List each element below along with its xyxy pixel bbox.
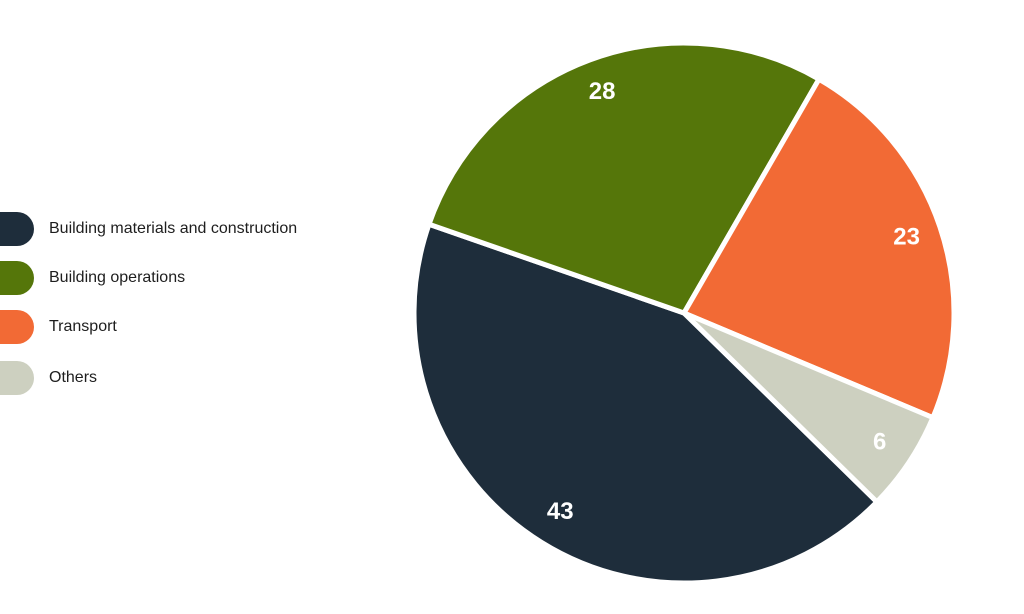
legend-swatch <box>0 361 34 395</box>
pie-slice <box>681 76 957 421</box>
pie-slice <box>411 221 880 586</box>
value-label: 28 <box>589 78 616 105</box>
value-label: 23 <box>893 223 920 250</box>
legend-swatch <box>0 212 34 246</box>
legend-label: Transport <box>49 318 117 335</box>
legend-label: Others <box>49 369 97 386</box>
legend-label: Building operations <box>49 269 185 286</box>
pie-slice <box>681 310 936 505</box>
value-label: 43 <box>547 498 574 525</box>
legend-swatch <box>0 310 34 344</box>
legend-swatch <box>0 261 34 295</box>
legend-label: Building materials and construction <box>49 220 297 237</box>
value-label: 6 <box>873 428 886 455</box>
